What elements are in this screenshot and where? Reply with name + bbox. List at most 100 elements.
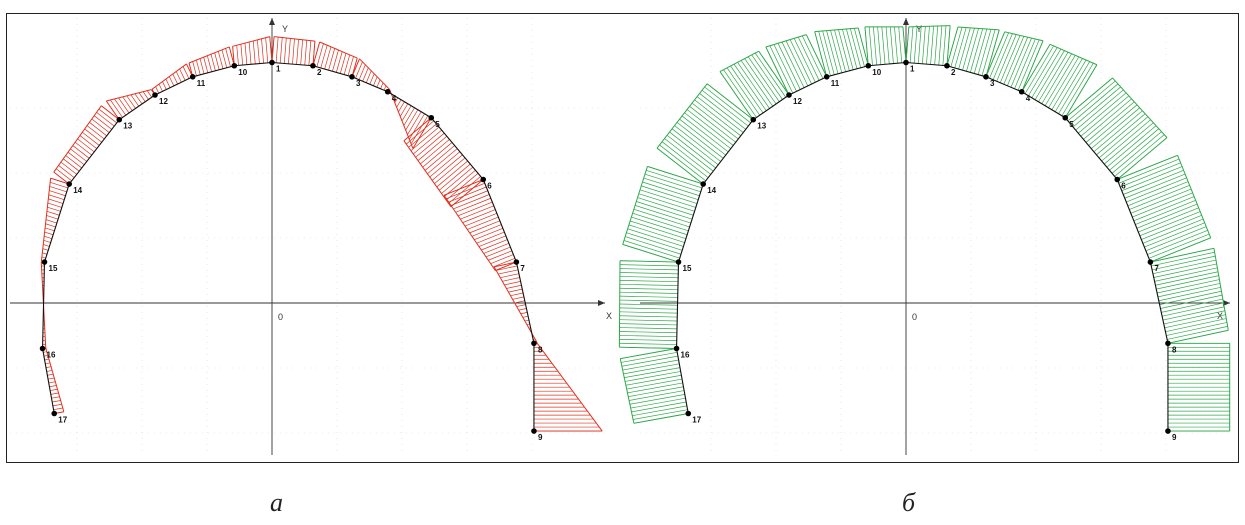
diagram-outline [957, 26, 1000, 31]
diagram-segment [622, 165, 704, 263]
hatch-line [970, 28, 984, 73]
hatch-line [1028, 47, 1058, 96]
hatch-line [1157, 279, 1220, 294]
hatch-line [47, 202, 62, 208]
hatch-line [1142, 218, 1204, 244]
diagram-outline [618, 260, 621, 348]
node-8 [1165, 340, 1171, 347]
hatch-line [630, 220, 687, 239]
diagram-segment [1117, 154, 1212, 263]
hatch-line [43, 244, 50, 247]
hatch-line [674, 125, 721, 162]
diagram-segment [719, 50, 790, 120]
hatch-line [424, 145, 455, 171]
frame-member [515, 261, 535, 344]
hatch-line [483, 242, 509, 254]
diagram-edge [450, 179, 484, 208]
hatch-line [408, 123, 437, 148]
diagram-outline [388, 88, 414, 149]
hatch-line [401, 105, 412, 122]
hatch-line [93, 115, 112, 130]
diagram-outline [319, 41, 358, 59]
hatch-line [664, 138, 711, 175]
hatch-line [304, 40, 308, 66]
frame-member [42, 348, 55, 414]
hatch-line [1147, 229, 1208, 255]
node-8 [531, 340, 537, 347]
hatch-line [169, 76, 175, 87]
frame-member [1116, 179, 1151, 263]
diagram-edge [985, 29, 1000, 77]
hatch-line [694, 99, 741, 137]
node-label-4: 4 [1026, 94, 1031, 103]
hatch-line [320, 45, 328, 69]
hatch-line [619, 283, 678, 286]
hatch-line [55, 168, 72, 182]
hatch-line [1139, 211, 1201, 237]
frame-member [868, 61, 907, 67]
hatch-line [49, 186, 67, 193]
hatch-line [619, 319, 678, 322]
hatch-line [1151, 251, 1215, 267]
diagram-segment [946, 26, 1000, 77]
hatch-line [631, 216, 688, 236]
diagram-outline [232, 36, 270, 47]
diagram-edge [1116, 137, 1168, 180]
hatch-line [48, 194, 65, 200]
node-label-5: 5 [1069, 120, 1074, 129]
hatch-line [1151, 255, 1216, 271]
hatch-line [467, 216, 499, 230]
node-11 [189, 74, 196, 80]
diagram-edge [1064, 77, 1113, 119]
frame-member [905, 61, 947, 67]
diagram-edge [271, 36, 275, 63]
frame-member [351, 76, 388, 93]
diagram-edge [1150, 247, 1215, 263]
hatch-line [913, 26, 918, 64]
hatch-line [881, 26, 886, 65]
hatch-line [624, 371, 681, 382]
hatch-line [898, 26, 903, 63]
node-label-8: 8 [538, 345, 543, 354]
diagram-segment [1167, 342, 1231, 432]
hatch-line [826, 30, 839, 74]
hatch-line [1007, 37, 1029, 86]
hatch-line [504, 281, 521, 286]
node-label-13: 13 [123, 122, 132, 131]
hatch-line [343, 54, 351, 75]
hatch-line [1121, 166, 1183, 192]
hatch-line [48, 198, 64, 204]
hatch-line [158, 83, 163, 92]
hatch-line [46, 370, 53, 372]
hatch-line [1075, 89, 1124, 131]
hatch-line [1133, 196, 1195, 222]
caption-a: а [270, 488, 283, 517]
hatch-line [853, 28, 865, 67]
hatch-line [621, 355, 678, 367]
hatch-line [822, 30, 835, 75]
hatch-line [79, 135, 97, 149]
hatch-line [744, 58, 777, 105]
diagram-edge [232, 46, 235, 66]
node-10 [231, 62, 238, 69]
diagram-edge [269, 36, 273, 63]
hatch-line [462, 209, 496, 223]
hatch-line [98, 108, 117, 124]
hatch-line [1164, 314, 1226, 329]
diagram-edge [620, 348, 677, 360]
hatch-line [1166, 322, 1228, 336]
hatch-line [252, 40, 256, 64]
hatch-line [723, 69, 757, 118]
hatch-line [1153, 263, 1217, 278]
hatch-line [50, 388, 58, 391]
frame-member [430, 117, 484, 180]
hatch-line [118, 97, 130, 114]
hatch-line [1078, 92, 1127, 134]
diagram-edge [620, 260, 679, 263]
hatch-line [308, 40, 312, 66]
hatch-line [639, 189, 696, 208]
diagram-segment [765, 34, 828, 96]
hatch-line [49, 190, 66, 197]
hatch-line [471, 224, 502, 237]
hatch-line [45, 362, 51, 365]
